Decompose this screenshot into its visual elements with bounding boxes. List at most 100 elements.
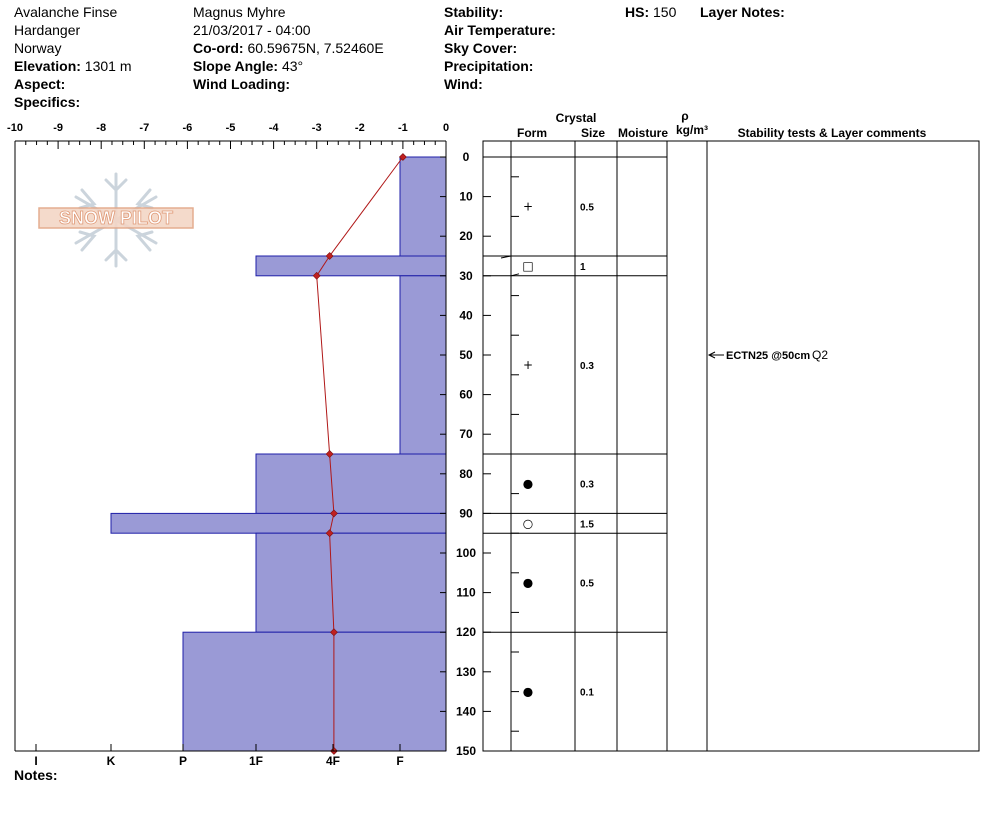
depth-tick-label: 120 — [456, 625, 476, 639]
moisture-header: Moisture — [618, 126, 668, 140]
layer-connector — [500, 255, 512, 259]
temperature-profile — [312, 153, 407, 755]
grain-size-value: 0.5 — [580, 203, 594, 214]
sky-cover-label: Sky Cover: — [444, 40, 518, 56]
grain-size-value: 0.3 — [580, 361, 594, 372]
wind-label: Wind: — [444, 76, 483, 92]
depth-tick-label: 140 — [456, 704, 476, 718]
hardness-bar — [399, 156, 447, 257]
region-name: Hardanger — [14, 22, 81, 38]
temperature-line — [316, 156, 404, 751]
notes-label: Notes: — [14, 767, 58, 783]
aspect-label: Aspect: — [14, 76, 66, 92]
notes-row: Notes: — [14, 766, 58, 784]
temperature-point — [325, 450, 334, 458]
arrow-left-icon — [707, 351, 716, 359]
grain-form-symbol: ● — [523, 576, 533, 590]
layer-notes-label: Layer Notes: — [700, 4, 785, 20]
form-header: Form — [517, 126, 547, 140]
snowflake-logo-icon: SNOW PILOT — [38, 172, 194, 268]
hardness-tick-label: 1F — [249, 754, 263, 768]
observation-datetime: 21/03/2017 - 04:00 — [193, 22, 311, 38]
hardness-bar — [182, 631, 447, 752]
hardness-tick-label: I — [34, 754, 37, 768]
stability-test-label: ECTN25 @50cm — [726, 350, 810, 362]
country-name: Norway — [14, 40, 62, 56]
temp-tick-label: -5 — [226, 122, 236, 134]
grain-form-symbol: ● — [523, 477, 533, 491]
slope-angle-row: Slope Angle: 43° — [193, 57, 303, 75]
location-name: Avalanche Finse — [14, 4, 118, 20]
grain-form-symbol: ● — [523, 685, 533, 699]
aspect-row: Aspect: — [14, 75, 65, 93]
hardness-tick-label: 4F — [326, 754, 340, 768]
wind-loading-row: Wind Loading: — [193, 75, 290, 93]
grain-form-symbol: + — [523, 200, 533, 214]
temperature-point — [398, 153, 407, 161]
crystal-header: Crystal — [556, 111, 597, 125]
temp-tick-label: -9 — [53, 122, 63, 134]
density-rho-header: ρ — [681, 109, 688, 123]
depth-tick-label: 110 — [456, 586, 476, 600]
temp-tick-label: -2 — [355, 122, 365, 134]
sky-cover-row: Sky Cover: — [444, 39, 517, 57]
hardness-tick-label: K — [107, 754, 116, 768]
temp-tick-label: -4 — [269, 122, 280, 134]
depth-tick-label: 60 — [459, 388, 473, 402]
chart-frame — [14, 140, 447, 752]
hardness-tick-label: F — [396, 754, 403, 768]
hs-row: HS: 150 — [625, 3, 676, 21]
coord-value: 60.59675N, 7.52460E — [247, 40, 384, 56]
elevation-value: 1301 m — [84, 58, 132, 74]
depth-tick-label: 20 — [459, 229, 473, 243]
temp-tick-label: -1 — [398, 122, 408, 134]
depth-tick-label: 10 — [459, 190, 473, 204]
elevation-row: Elevation: 1301 m — [14, 57, 132, 75]
grain-size-value: 1.5 — [580, 519, 594, 530]
temp-tick-label: -10 — [7, 122, 23, 134]
hardness-bar — [110, 512, 447, 534]
specifics-row: Specifics: — [14, 93, 80, 111]
grain-size-value: 0.1 — [580, 688, 594, 699]
stability-test-quality: Q2 — [812, 348, 828, 362]
specifics-label: Specifics: — [14, 94, 81, 110]
grain-size-value: 0.5 — [580, 579, 594, 590]
depth-tick-label: 50 — [459, 348, 473, 362]
temp-tick-label: -8 — [96, 122, 106, 134]
hardness-bars — [110, 156, 447, 752]
stability-header: Stability tests & Layer comments — [738, 126, 927, 140]
wind-loading-label: Wind Loading: — [193, 76, 291, 92]
snowpilot-logo: SNOW PILOT — [38, 170, 194, 270]
temp-tick-label: -7 — [139, 122, 149, 134]
layer-connector — [510, 273, 520, 277]
temp-tick-label: 0 — [443, 122, 449, 134]
grain-size-value: 1 — [580, 262, 586, 273]
wind-row: Wind: — [444, 75, 483, 93]
grain-form-symbol: ○ — [523, 516, 533, 530]
depth-tick-label: 0 — [463, 150, 470, 164]
hardness-bar — [255, 532, 447, 633]
coord-label: Co-ord: — [193, 40, 244, 56]
observer-name: Magnus Myhre — [193, 4, 286, 20]
stability-row: Stability: — [444, 3, 503, 21]
temp-tick-label: -3 — [312, 122, 322, 134]
precipitation-label: Precipitation: — [444, 58, 534, 74]
hardness-bar — [399, 275, 447, 455]
temperature-point — [312, 271, 321, 280]
coordinates-row: Co-ord: 60.59675N, 7.52460E — [193, 39, 384, 57]
depth-tick-label: 130 — [456, 665, 476, 679]
hardness-tick-label: P — [179, 754, 187, 768]
layer-table: Crystal Form Size Moisture ρkg/m³ Stability t… — [482, 109, 980, 752]
layer-notes-row: Layer Notes: — [700, 3, 785, 21]
size-header: Size — [581, 126, 605, 140]
slope-angle-value: 43° — [281, 58, 304, 74]
depth-tick-label: 70 — [459, 427, 473, 441]
elevation-label: Elevation: — [14, 58, 81, 74]
stability-label: Stability: — [444, 4, 504, 20]
hs-value: 150 — [653, 4, 677, 20]
table-frame — [482, 140, 980, 752]
grain-form-symbol: + — [523, 358, 533, 372]
temperature-point — [330, 509, 338, 518]
depth-tick-label: 100 — [456, 546, 476, 560]
